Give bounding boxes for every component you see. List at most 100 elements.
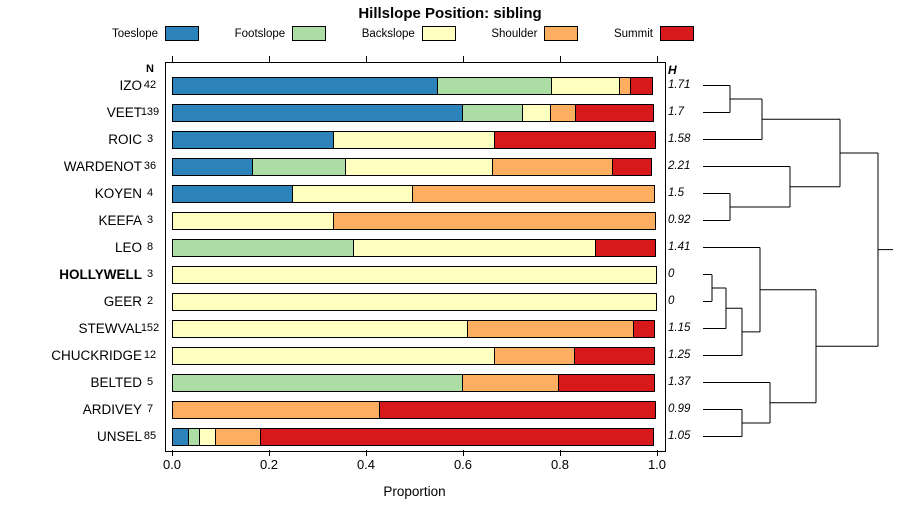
x-axis-tick-top (656, 56, 658, 62)
legend-swatch-footslope (292, 26, 327, 41)
bar-segment-summit (574, 346, 655, 365)
legend-swatch-toeslope (165, 26, 200, 41)
stacked-bar (172, 157, 652, 176)
bar-segment-backslope (172, 319, 468, 338)
stacked-bar (172, 184, 655, 203)
row-h-value: 1.25 (668, 348, 691, 361)
bar-segment-shoulder (333, 211, 656, 230)
legend-item-summit: Summit (614, 26, 694, 41)
x-axis-tick-label: 0.4 (356, 457, 376, 472)
row-n-value: 152 (140, 321, 160, 334)
bar-segment-shoulder (492, 157, 613, 176)
stacked-bar (172, 319, 655, 338)
bar-segment-footslope (172, 238, 354, 257)
bar-segment-shoulder (467, 319, 634, 338)
row-label: CHUCKRIDGE (51, 347, 142, 363)
bar-segment-footslope (437, 76, 552, 95)
row-label: ARDIVEY (82, 401, 142, 417)
x-axis-tick-label: 0.2 (259, 457, 279, 472)
stacked-bar (172, 265, 657, 284)
legend: Toeslope Footslope Backslope Shoulder Summit (112, 26, 694, 41)
stacked-bar (172, 373, 655, 392)
row-label: KEEFA (98, 212, 142, 228)
bar-segment-shoulder (462, 373, 559, 392)
bar-segment-backslope (292, 184, 413, 203)
bar-segment-backslope (522, 103, 551, 122)
x-axis-tick (365, 450, 367, 456)
legend-item-toeslope: Toeslope (112, 26, 200, 41)
row-h-value: 1.7 (668, 105, 684, 118)
row-h-value: 1.15 (668, 321, 691, 334)
row-label: IZO (119, 77, 143, 93)
bar-segment-summit (630, 76, 653, 95)
row-n-value: 36 (143, 159, 157, 172)
stacked-bar (172, 130, 656, 149)
bar-segment-summit (612, 157, 652, 176)
legend-label: Shoulder (491, 27, 538, 40)
legend-item-footslope: Footslope (235, 26, 327, 41)
row-h-value: 0 (668, 294, 675, 307)
stacked-bar (172, 346, 655, 365)
row-h-value: 1.58 (668, 132, 691, 145)
row-h-value: 2.21 (668, 159, 691, 172)
legend-swatch-summit (659, 26, 694, 41)
row-n-value: 8 (146, 240, 154, 253)
row-n-value: 7 (146, 402, 154, 415)
row-n-value: 3 (146, 213, 154, 226)
bar-segment-backslope (172, 211, 334, 230)
bar-segment-footslope (462, 103, 523, 122)
x-axis-tick (656, 450, 658, 456)
row-label: GEER (103, 293, 142, 309)
row-h-value: 1.37 (668, 375, 691, 388)
row-n-value: 85 (143, 429, 157, 442)
legend-swatch-shoulder (544, 26, 579, 41)
row-n-value: 42 (143, 78, 157, 91)
row-n-value: 139 (140, 105, 160, 118)
x-axis-tick-label: 0.6 (453, 457, 473, 472)
x-axis-tick (171, 450, 173, 456)
stacked-bar (172, 400, 656, 419)
row-n-value: 3 (146, 267, 154, 280)
x-axis-tick-top (462, 56, 464, 62)
x-axis-tick (559, 450, 561, 456)
plot-border (165, 62, 666, 452)
stacked-bar (172, 292, 657, 311)
row-h-value: 0 (668, 267, 675, 280)
bar-segment-summit (260, 427, 654, 446)
row-h-value: 1.5 (668, 186, 684, 199)
bar-segment-toeslope (172, 103, 463, 122)
legend-item-backslope: Backslope (362, 26, 456, 41)
x-axis-tick (268, 450, 270, 456)
x-axis-tick-top (268, 56, 270, 62)
row-n-value: 3 (146, 132, 154, 145)
bar-segment-summit (575, 103, 654, 122)
bar-segment-toeslope (172, 130, 334, 149)
stacked-bar (172, 211, 656, 230)
bar-segment-summit (633, 319, 655, 338)
row-n-value: 12 (143, 348, 157, 361)
x-axis-tick-top (171, 56, 173, 62)
x-axis-tick-label: 0.0 (162, 457, 182, 472)
row-label: KOYEN (94, 185, 142, 201)
row-label: WARDENOT (63, 158, 142, 174)
row-label: LEO (114, 239, 142, 255)
bar-segment-backslope (551, 76, 620, 95)
n-column-header: N (146, 63, 154, 75)
stacked-bar (172, 76, 653, 95)
bar-segment-shoulder (412, 184, 655, 203)
row-h-value: 1.05 (668, 429, 691, 442)
bar-segment-backslope (345, 157, 493, 176)
x-axis-label: Proportion (383, 484, 446, 499)
bar-segment-shoulder (550, 103, 576, 122)
legend-item-shoulder: Shoulder (491, 26, 579, 41)
bar-segment-backslope (333, 130, 495, 149)
stacked-bar (172, 238, 656, 257)
bar-segment-backslope (172, 346, 495, 365)
x-axis-tick-label: 1.0 (647, 457, 667, 472)
row-label: VEET (106, 104, 142, 120)
row-label: BELTED (90, 374, 142, 390)
row-n-value: 5 (146, 375, 154, 388)
bar-segment-summit (595, 238, 656, 257)
row-n-value: 2 (146, 294, 154, 307)
h-column-header: H (668, 63, 677, 77)
